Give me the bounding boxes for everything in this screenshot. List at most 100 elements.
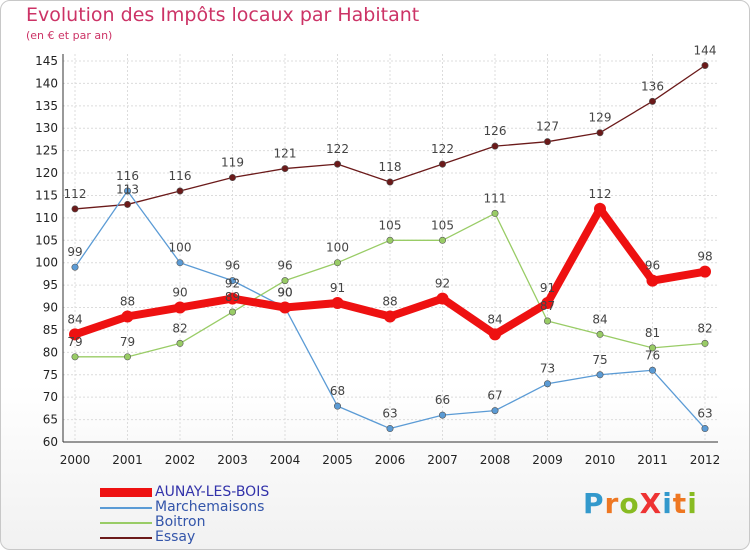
y-tick-label: 105 (35, 233, 58, 247)
data-point-marchemaisons (491, 407, 499, 415)
data-label-aunay-les-bois: 91 (540, 281, 555, 295)
data-point-essay (176, 187, 184, 195)
legend-item-boitron: Boitron (100, 514, 340, 530)
x-tick-label: 2002 (165, 453, 196, 467)
data-label-boitron: 100 (326, 241, 349, 255)
y-tick-label: 100 (35, 256, 58, 270)
data-point-boitron (124, 353, 132, 361)
legend: AUNAY-LES-BOIS Marchemaisons Boitron Essay (100, 484, 340, 545)
y-tick-label: 110 (35, 211, 58, 225)
grid (63, 54, 718, 443)
data-label-boitron: 89 (225, 290, 240, 304)
y-tick-label: 145 (35, 54, 58, 68)
data-label-marchemaisons: 67 (487, 389, 502, 403)
x-tick-label: 2012 (690, 453, 721, 467)
data-label-boitron: 111 (484, 191, 507, 205)
y-tick-label: 95 (43, 278, 58, 292)
data-point-aunay-les-bois (699, 265, 711, 278)
data-point-marchemaisons (176, 259, 184, 267)
data-point-aunay-les-bois (226, 292, 239, 305)
data-point-boitron (71, 353, 79, 361)
data-point-aunay-les-bois (541, 297, 554, 310)
x-tick-label: 2007 (427, 453, 458, 467)
data-point-essay (386, 178, 394, 186)
data-label-essay: 136 (641, 79, 664, 93)
data-label-marchemaisons: 68 (330, 384, 345, 398)
data-point-boitron (701, 339, 709, 347)
data-label-essay: 144 (694, 43, 717, 57)
y-tick-label: 90 (43, 301, 58, 315)
data-label-marchemaisons: 73 (540, 362, 555, 376)
data-label-marchemaisons: 96 (225, 259, 240, 273)
data-label-boitron: 87 (540, 299, 555, 313)
data-point-boitron (386, 236, 394, 244)
data-label-essay: 113 (116, 182, 139, 196)
data-label-boitron: 81 (645, 326, 660, 340)
data-point-marchemaisons (229, 277, 237, 285)
data-label-aunay-les-bois: 84 (67, 312, 82, 326)
data-label-essay: 129 (589, 111, 612, 125)
legend-item-marchemaisons: Marchemaisons (100, 499, 340, 515)
y-tick-label: 75 (43, 368, 58, 382)
chart-subtitle: (en € et par an) (26, 29, 113, 42)
data-label-aunay-les-bois: 91 (330, 281, 345, 295)
data-label-aunay-les-bois: 90 (277, 286, 292, 300)
series-lines (69, 61, 711, 433)
legend-swatch-marchemaisons (100, 507, 152, 509)
data-label-essay: 121 (274, 147, 297, 161)
legend-item-aunay-les-bois: AUNAY-LES-BOIS (100, 484, 340, 500)
data-point-aunay-les-bois (384, 310, 396, 323)
legend-swatch-aunay-les-bois (100, 488, 152, 497)
x-tick-label: 2004 (270, 453, 301, 467)
data-point-aunay-les-bois (279, 301, 291, 314)
data-label-aunay-les-bois: 88 (120, 294, 135, 308)
data-point-essay (281, 165, 289, 173)
x-tick-label: 2010 (585, 453, 616, 467)
data-point-essay (438, 160, 446, 168)
data-point-aunay-les-bois (436, 292, 449, 305)
data-point-boitron (333, 259, 341, 267)
data-label-essay: 122 (431, 142, 454, 156)
data-point-boitron (281, 277, 289, 285)
data-label-marchemaisons: 99 (67, 245, 82, 259)
logo-letter: i (687, 487, 698, 520)
data-point-marchemaisons (124, 187, 132, 195)
data-label-marchemaisons: 66 (435, 393, 450, 407)
x-tick-label: 2005 (322, 453, 353, 467)
data-point-aunay-les-bois (646, 274, 659, 287)
data-point-essay (648, 97, 656, 105)
data-label-boitron: 105 (379, 218, 402, 232)
data-point-essay (124, 200, 132, 208)
data-point-essay (229, 174, 237, 182)
logo-letter: P (583, 487, 605, 520)
x-tick-label: 2001 (112, 453, 143, 467)
data-label-marchemaisons: 75 (592, 353, 607, 367)
logo-letter: X (639, 487, 663, 520)
data-point-boitron (648, 344, 656, 352)
x-tick-label: 2009 (532, 453, 563, 467)
data-point-marchemaisons (333, 402, 341, 410)
y-tick-label: 140 (35, 76, 58, 90)
x-tick-label: 2006 (375, 453, 406, 467)
data-point-marchemaisons (71, 263, 79, 271)
data-label-essay: 112 (64, 187, 87, 201)
data-point-boitron (176, 339, 184, 347)
logo-letter: t (672, 487, 688, 520)
data-point-marchemaisons (386, 425, 394, 433)
data-point-essay (543, 138, 551, 146)
data-label-boitron: 84 (592, 312, 607, 326)
data-label-essay: 116 (169, 169, 192, 183)
y-tick-label: 85 (43, 323, 58, 337)
data-point-aunay-les-bois (331, 297, 344, 310)
data-point-aunay-les-bois (121, 310, 134, 323)
data-point-boitron (543, 317, 551, 325)
data-label-aunay-les-bois: 92 (435, 277, 450, 291)
data-label-boitron: 79 (120, 335, 135, 349)
axes: 60 65 70 75 80 85 90 95 100 105 110 115 120 125 130 135… (35, 54, 720, 467)
data-label-boitron: 96 (277, 259, 292, 273)
data-point-marchemaisons (438, 411, 446, 419)
data-point-essay (701, 61, 709, 69)
y-tick-label: 115 (35, 188, 58, 202)
